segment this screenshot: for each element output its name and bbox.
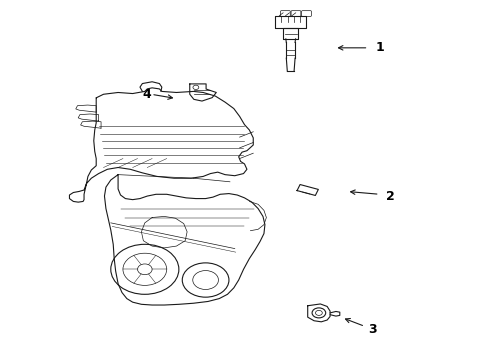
Text: 4: 4 — [142, 88, 151, 101]
Text: 1: 1 — [375, 41, 384, 54]
Text: 2: 2 — [385, 190, 393, 203]
Text: 3: 3 — [368, 323, 376, 336]
